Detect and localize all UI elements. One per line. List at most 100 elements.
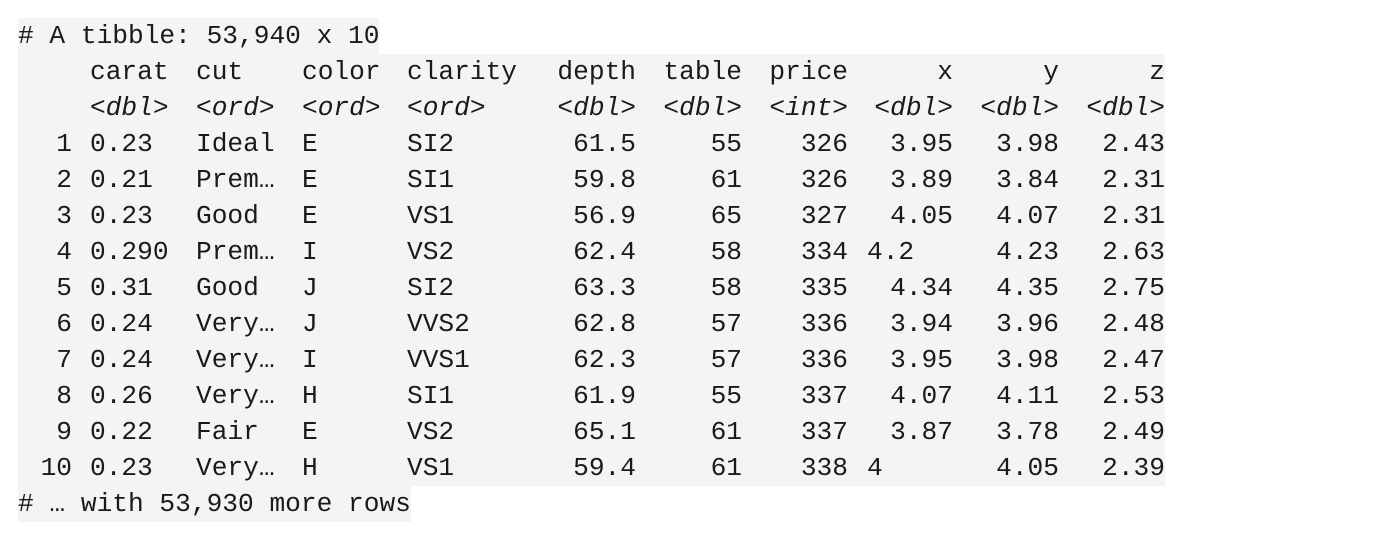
cell-table: 55 (710, 381, 742, 411)
cell-z: 2.48 (1102, 309, 1165, 339)
cell-clarity: VVS2 (407, 309, 470, 339)
cell-price: 326 (800, 165, 848, 195)
cell-z: 2.75 (1102, 273, 1165, 303)
cell-table: 57 (710, 309, 742, 339)
tibble-footer: # … with 53,930 more rows (18, 486, 411, 522)
cell-color: E (302, 129, 318, 159)
cell-depth: 62.4 (573, 237, 636, 267)
cell-carat: 0.22 (90, 417, 153, 447)
cell-z: 2.43 (1102, 129, 1165, 159)
cell-clarity: VS1 (407, 453, 455, 483)
cell-color: J (302, 273, 318, 303)
column-type-x: <dbl> (874, 93, 953, 123)
cell-cut: Prem… (196, 165, 275, 195)
cell-cut: Good (196, 273, 259, 303)
row-index: 6 (56, 309, 72, 339)
cell-x: 3.87 (890, 417, 953, 447)
column-header-clarity: clarity (407, 57, 518, 87)
table-row: 3 0.23 Good E VS1 56.9 65 327 4.05 4.07 2.31 (18, 198, 1165, 234)
column-names-row: carat cut color clarity depth table price x y z (18, 54, 1165, 90)
column-header-carat: carat (90, 57, 169, 87)
cell-price: 334 (800, 237, 848, 267)
cell-carat: 0.290 (90, 237, 169, 267)
cell-clarity: VS2 (407, 237, 455, 267)
table-row: 5 0.31 Good J SI2 63.3 58 335 4.34 4.35 2.75 (18, 270, 1165, 306)
cell-cut: Very… (196, 453, 275, 483)
cell-price: 336 (800, 309, 848, 339)
cell-y: 4.23 (996, 237, 1059, 267)
cell-x: 3.94 (890, 309, 953, 339)
cell-carat: 0.24 (90, 345, 153, 375)
cell-depth: 62.8 (573, 309, 636, 339)
cell-clarity: VS2 (407, 417, 455, 447)
row-index: 10 (40, 453, 72, 483)
cell-depth: 65.1 (573, 417, 636, 447)
cell-z: 2.31 (1102, 201, 1165, 231)
cell-price: 337 (800, 381, 848, 411)
cell-carat: 0.23 (90, 453, 153, 483)
cell-z: 2.63 (1102, 237, 1165, 267)
cell-cut: Prem… (196, 237, 275, 267)
cell-price: 338 (800, 453, 848, 483)
cell-table: 55 (710, 129, 742, 159)
cell-table: 58 (710, 273, 742, 303)
cell-carat: 0.26 (90, 381, 153, 411)
cell-y: 3.84 (996, 165, 1059, 195)
cell-clarity: SI2 (407, 273, 455, 303)
column-type-y: <dbl> (980, 93, 1059, 123)
cell-carat: 0.23 (90, 201, 153, 231)
column-type-carat: <dbl> (90, 93, 169, 123)
cell-cut: Very… (196, 345, 275, 375)
cell-z: 2.39 (1102, 453, 1165, 483)
table-row: 10 0.23 Very… H VS1 59.4 61 338 4 4.05 2.39 (18, 450, 1165, 486)
cell-clarity: VS1 (407, 201, 455, 231)
cell-z: 2.47 (1102, 345, 1165, 375)
cell-clarity: VVS1 (407, 345, 470, 375)
cell-depth: 59.8 (573, 165, 636, 195)
column-type-depth: <dbl> (557, 93, 636, 123)
row-index: 2 (56, 165, 72, 195)
table-row: 2 0.21 Prem… E SI1 59.8 61 326 3.89 3.84 2.31 (18, 162, 1165, 198)
cell-clarity: SI2 (407, 129, 455, 159)
cell-depth: 63.3 (573, 273, 636, 303)
r-console-output: # A tibble: 53,940 x 10 carat cut color cla… (18, 18, 1165, 522)
cell-cut: Good (196, 201, 259, 231)
table-row: 6 0.24 Very… J VVS2 62.8 57 336 3.94 3.96 2.48 (18, 306, 1165, 342)
cell-x: 4.2 (867, 237, 915, 267)
cell-cut: Very… (196, 381, 275, 411)
column-type-z: <dbl> (1086, 93, 1165, 123)
row-index: 8 (56, 381, 72, 411)
cell-y: 4.35 (996, 273, 1059, 303)
cell-table: 61 (710, 417, 742, 447)
cell-depth: 56.9 (573, 201, 636, 231)
index-spacer (18, 90, 72, 126)
cell-x: 3.89 (890, 165, 953, 195)
cell-table: 57 (710, 345, 742, 375)
cell-z: 2.53 (1102, 381, 1165, 411)
cell-cut: Fair (196, 417, 259, 447)
row-index: 4 (56, 237, 72, 267)
table-row: 8 0.26 Very… H SI1 61.9 55 337 4.07 4.11 2.53 (18, 378, 1165, 414)
cell-color: I (302, 237, 318, 267)
cell-carat: 0.31 (90, 273, 153, 303)
column-header-y: y (1043, 57, 1059, 87)
cell-x: 3.95 (890, 129, 953, 159)
cell-carat: 0.21 (90, 165, 153, 195)
cell-cut: Ideal (196, 129, 275, 159)
column-types-row: <dbl> <ord> <ord> <ord> <dbl> <dbl> <int> <dbl>… (18, 90, 1165, 126)
table-row: 9 0.22 Fair E VS2 65.1 61 337 3.87 3.78 2.49 (18, 414, 1165, 450)
cell-y: 3.96 (996, 309, 1059, 339)
cell-table: 58 (710, 237, 742, 267)
cell-y: 4.05 (996, 453, 1059, 483)
column-type-price: <int> (769, 93, 848, 123)
cell-price: 335 (800, 273, 848, 303)
table-row: 4 0.290 Prem… I VS2 62.4 58 334 4.2 4.23 2.63 (18, 234, 1165, 270)
row-index: 1 (56, 129, 72, 159)
cell-color: H (302, 453, 318, 483)
column-header-x: x (937, 57, 953, 87)
column-header-color: color (302, 57, 381, 87)
cell-y: 3.98 (996, 129, 1059, 159)
cell-clarity: SI1 (407, 381, 455, 411)
column-header-cut: cut (196, 57, 244, 87)
tibble-header: # A tibble: 53,940 x 10 (18, 18, 380, 54)
